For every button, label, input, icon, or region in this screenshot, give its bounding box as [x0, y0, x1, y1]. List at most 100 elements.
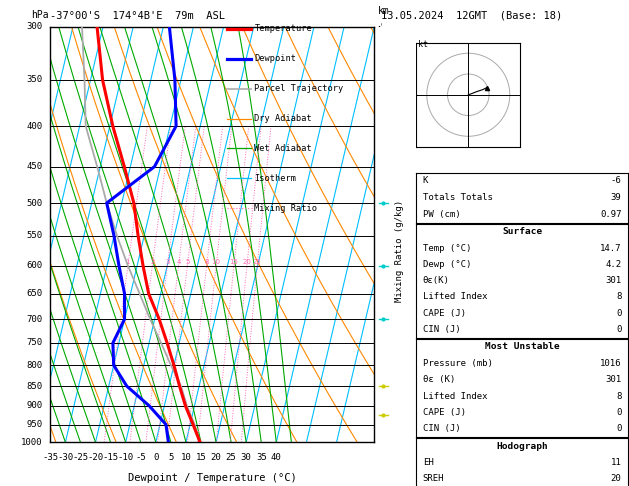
- Text: 0.97: 0.97: [600, 210, 621, 219]
- Text: 5: 5: [168, 452, 174, 462]
- Text: 2: 2: [380, 361, 386, 370]
- Text: 20: 20: [611, 474, 621, 484]
- Text: 4: 4: [380, 261, 386, 270]
- Text: 0: 0: [616, 325, 621, 334]
- Text: θε(K): θε(K): [423, 276, 450, 285]
- Text: Lifted Index: Lifted Index: [423, 293, 487, 301]
- Text: Dewpoint / Temperature (°C): Dewpoint / Temperature (°C): [128, 473, 297, 484]
- Text: -20: -20: [87, 452, 104, 462]
- Text: Pressure (mb): Pressure (mb): [423, 359, 493, 368]
- Text: 7: 7: [380, 122, 386, 131]
- Text: 9: 9: [380, 22, 386, 31]
- Text: 15: 15: [230, 260, 238, 265]
- Text: SREH: SREH: [423, 474, 444, 484]
- Text: 1: 1: [380, 401, 386, 410]
- Text: Dry Adiabat: Dry Adiabat: [254, 114, 312, 123]
- Text: 500: 500: [26, 199, 42, 208]
- Text: 301: 301: [605, 276, 621, 285]
- Text: 300: 300: [26, 22, 42, 31]
- Text: Totals Totals: Totals Totals: [423, 193, 493, 202]
- Text: Temperature: Temperature: [254, 24, 312, 34]
- Text: 8: 8: [204, 260, 209, 265]
- Text: 5: 5: [185, 260, 189, 265]
- Text: -35: -35: [42, 452, 58, 462]
- Text: Parcel Trajectory: Parcel Trajectory: [254, 84, 343, 93]
- Text: LCL: LCL: [380, 383, 395, 393]
- Text: 39: 39: [611, 193, 621, 202]
- Text: Dewp (°C): Dewp (°C): [423, 260, 471, 269]
- Text: CAPE (J): CAPE (J): [423, 408, 465, 417]
- Text: 25: 25: [226, 452, 237, 462]
- Text: CIN (J): CIN (J): [423, 325, 460, 334]
- Text: 2: 2: [150, 260, 155, 265]
- Text: -6: -6: [611, 176, 621, 185]
- Text: Surface: Surface: [502, 227, 542, 236]
- Text: 600: 600: [26, 261, 42, 270]
- Text: PW (cm): PW (cm): [423, 210, 460, 219]
- Text: 0: 0: [616, 424, 621, 433]
- Text: 650: 650: [26, 289, 42, 298]
- Text: 700: 700: [26, 314, 42, 324]
- Text: 30: 30: [241, 452, 252, 462]
- Text: CIN (J): CIN (J): [423, 424, 460, 433]
- Text: 3: 3: [380, 314, 386, 324]
- Text: -25: -25: [72, 452, 89, 462]
- Text: Lifted Index: Lifted Index: [423, 392, 487, 400]
- Text: 11: 11: [611, 458, 621, 467]
- Text: 900: 900: [26, 401, 42, 410]
- Text: 800: 800: [26, 361, 42, 370]
- Text: hPa: hPa: [31, 11, 48, 20]
- Text: 8: 8: [380, 75, 386, 85]
- Text: 950: 950: [26, 420, 42, 429]
- Text: 13.05.2024  12GMT  (Base: 18): 13.05.2024 12GMT (Base: 18): [381, 11, 562, 21]
- Text: 8: 8: [616, 392, 621, 400]
- Text: K: K: [423, 176, 428, 185]
- Text: -5: -5: [135, 452, 146, 462]
- Text: 6: 6: [380, 162, 386, 171]
- Text: 20: 20: [243, 260, 252, 265]
- Text: 0: 0: [616, 309, 621, 318]
- Text: 400: 400: [26, 122, 42, 131]
- Text: 20: 20: [211, 452, 221, 462]
- Text: 0: 0: [153, 452, 159, 462]
- Text: -15: -15: [103, 452, 119, 462]
- Text: -37°00'S  174°4B'E  79m  ASL: -37°00'S 174°4B'E 79m ASL: [50, 11, 225, 21]
- Text: ASL: ASL: [377, 26, 391, 35]
- Text: 850: 850: [26, 382, 42, 391]
- Text: 1: 1: [126, 260, 130, 265]
- Text: 5: 5: [380, 199, 386, 208]
- Text: 0: 0: [616, 408, 621, 417]
- Text: Hodograph: Hodograph: [496, 442, 548, 451]
- Text: 10: 10: [181, 452, 191, 462]
- Text: Most Unstable: Most Unstable: [485, 343, 559, 351]
- Text: 40: 40: [271, 452, 282, 462]
- Text: 35: 35: [256, 452, 267, 462]
- Text: Dewpoint: Dewpoint: [254, 54, 296, 63]
- Text: Wet Adiabat: Wet Adiabat: [254, 144, 312, 153]
- Text: Temp (°C): Temp (°C): [423, 243, 471, 253]
- Text: CAPE (J): CAPE (J): [423, 309, 465, 318]
- Text: -10: -10: [118, 452, 134, 462]
- Text: Mixing Ratio: Mixing Ratio: [254, 204, 318, 213]
- Text: 350: 350: [26, 75, 42, 85]
- Text: EH: EH: [423, 458, 433, 467]
- Text: 4.2: 4.2: [605, 260, 621, 269]
- Text: 550: 550: [26, 231, 42, 241]
- Text: 10: 10: [211, 260, 221, 265]
- Text: 15: 15: [196, 452, 206, 462]
- Text: 3: 3: [165, 260, 170, 265]
- Text: 750: 750: [26, 338, 42, 347]
- Text: 4: 4: [176, 260, 181, 265]
- Text: km: km: [378, 6, 390, 17]
- Text: kt: kt: [418, 40, 428, 49]
- Text: -30: -30: [57, 452, 74, 462]
- Text: 1016: 1016: [600, 359, 621, 368]
- Text: 25: 25: [253, 260, 262, 265]
- Text: 8: 8: [616, 293, 621, 301]
- Text: 301: 301: [605, 375, 621, 384]
- Text: 450: 450: [26, 162, 42, 171]
- Text: Isotherm: Isotherm: [254, 174, 296, 183]
- Text: Mixing Ratio (g/kg): Mixing Ratio (g/kg): [394, 200, 404, 302]
- Text: 14.7: 14.7: [600, 243, 621, 253]
- Text: 1000: 1000: [21, 438, 42, 447]
